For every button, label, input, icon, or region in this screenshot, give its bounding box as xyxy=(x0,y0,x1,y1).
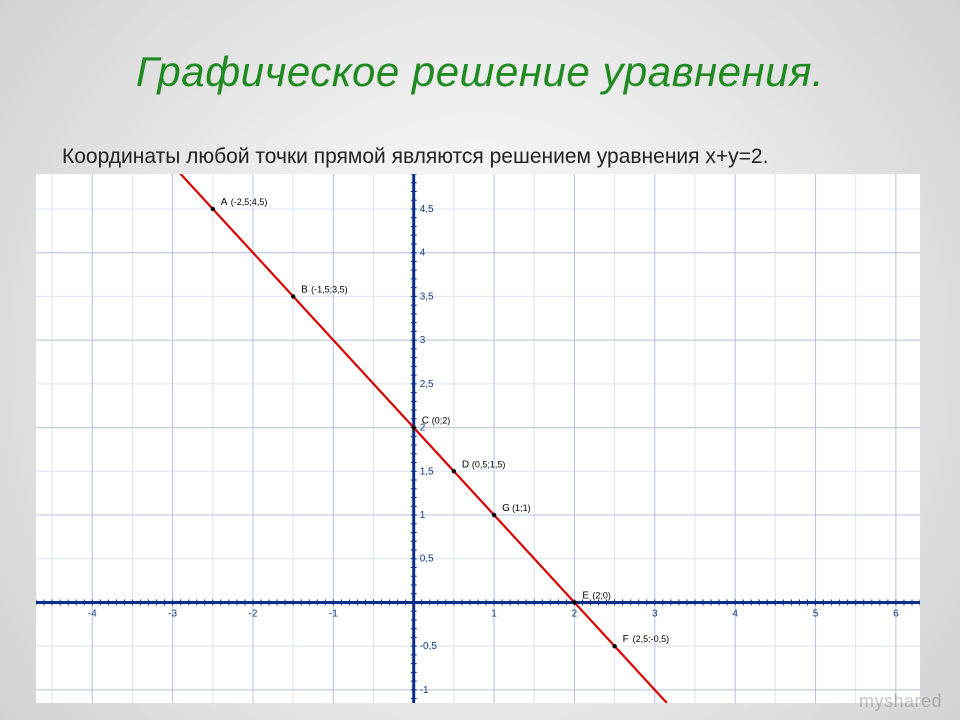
svg-text:4,5: 4,5 xyxy=(420,204,434,215)
page-title: Графическое решение уравнения. xyxy=(0,48,960,96)
svg-text:0,5: 0,5 xyxy=(420,554,434,565)
svg-text:-1: -1 xyxy=(420,685,429,696)
svg-text:3: 3 xyxy=(420,335,426,346)
slide: Графическое решение уравнения. Координат… xyxy=(0,0,960,720)
svg-text:4: 4 xyxy=(732,608,738,619)
svg-text:-0,5: -0,5 xyxy=(420,641,438,652)
svg-text:(1;1): (1;1) xyxy=(512,503,531,513)
svg-text:-1: -1 xyxy=(329,608,338,619)
watermark: myshared xyxy=(859,691,942,712)
svg-text:(0;2): (0;2) xyxy=(432,416,451,426)
svg-text:2,5: 2,5 xyxy=(420,379,434,390)
svg-text:(-2,5;4,5): (-2,5;4,5) xyxy=(231,197,268,207)
svg-text:4: 4 xyxy=(420,248,426,259)
svg-text:3,5: 3,5 xyxy=(420,291,434,302)
svg-text:1,5: 1,5 xyxy=(420,466,434,477)
svg-text:G: G xyxy=(502,503,510,514)
chart-container: -4-3-2-11234560,511,522,533,544,5-0,5-1A… xyxy=(36,174,920,703)
svg-text:(2,5;-0,5): (2,5;-0,5) xyxy=(633,634,670,644)
svg-text:3: 3 xyxy=(652,608,658,619)
svg-text:6: 6 xyxy=(893,608,899,619)
svg-text:-2: -2 xyxy=(249,608,258,619)
subtitle-text: Координаты любой точки прямой являются р… xyxy=(62,145,768,169)
svg-text:(-1,5;3,5): (-1,5;3,5) xyxy=(311,284,348,294)
svg-text:B: B xyxy=(301,284,308,295)
svg-text:(0,5;1,5): (0,5;1,5) xyxy=(472,459,506,469)
svg-text:2: 2 xyxy=(572,608,578,619)
svg-text:E: E xyxy=(582,590,589,601)
svg-text:1: 1 xyxy=(491,608,497,619)
equation-line-chart: -4-3-2-11234560,511,522,533,544,5-0,5-1A… xyxy=(36,174,920,703)
svg-text:-3: -3 xyxy=(168,608,177,619)
svg-text:5: 5 xyxy=(813,608,819,619)
svg-text:D: D xyxy=(462,459,469,470)
svg-text:1: 1 xyxy=(420,510,426,521)
svg-text:A: A xyxy=(221,197,228,208)
svg-text:-4: -4 xyxy=(88,608,97,619)
svg-text:F: F xyxy=(623,634,629,645)
svg-text:(2;0): (2;0) xyxy=(592,590,611,600)
svg-text:C: C xyxy=(422,416,429,427)
